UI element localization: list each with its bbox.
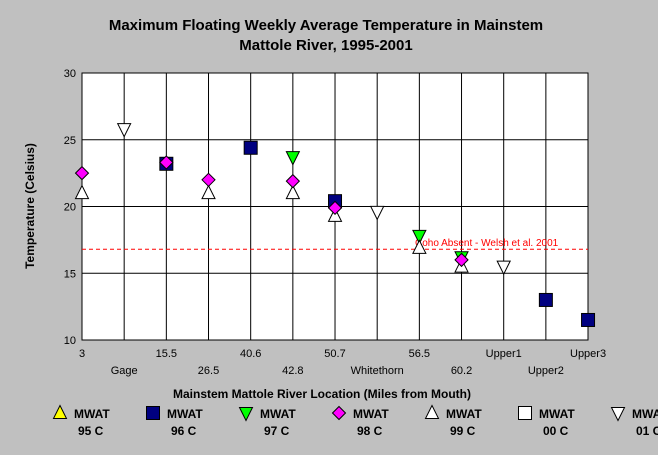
chart-subtitle: Mattole River, 1995-2001 <box>239 37 412 54</box>
y-tick-label: 30 <box>64 68 76 80</box>
legend-label: 98 C <box>357 424 383 438</box>
data-point <box>412 239 427 254</box>
data-point <box>285 151 301 166</box>
legend-label: 01 C <box>636 424 658 438</box>
y-tick-label: 10 <box>64 335 76 347</box>
legend-label: MWAT <box>353 407 389 421</box>
legend: MWAT 95 C MWAT 96 C MWAT 97 C MWAT 98 C MWAT 99 C… <box>52 404 658 438</box>
data-point <box>116 123 132 138</box>
data-point <box>201 184 216 200</box>
data-point <box>412 229 427 245</box>
legend-label: 96 C <box>171 424 197 438</box>
data-point <box>496 260 512 276</box>
y-axis-ticks: 10 15 20 25 30 <box>64 68 76 347</box>
data-point <box>538 292 553 307</box>
x-tick-label: 3 <box>79 348 85 360</box>
data-point <box>74 184 90 200</box>
legend-label: MWAT <box>167 407 203 421</box>
y-axis-label: Temperature (Celsius) <box>23 143 37 269</box>
x-tick-label: 40.6 <box>240 348 261 360</box>
legend-label: 99 C <box>450 424 476 438</box>
reference-line-label: Coho Absent - Welsh et al. 2001 <box>415 238 559 249</box>
legend-label: 97 C <box>264 424 290 438</box>
legend-label: MWAT <box>260 407 296 421</box>
legend-marker <box>424 404 440 419</box>
legend-label: 00 C <box>543 424 569 438</box>
data-point <box>454 252 469 268</box>
x-tick-label: 56.5 <box>409 348 430 360</box>
legend-marker <box>331 405 347 421</box>
data-points <box>74 123 596 327</box>
legend-label: MWAT <box>632 407 658 421</box>
data-point <box>159 155 174 170</box>
x-tick-label: Upper2 <box>528 365 564 377</box>
data-point <box>74 165 90 181</box>
legend-label: 95 C <box>78 424 104 438</box>
legend-marker <box>610 407 626 422</box>
data-point <box>285 184 301 200</box>
x-tick-label: 42.8 <box>282 365 303 377</box>
legend-label: MWAT <box>74 407 110 421</box>
chart-title: Maximum Floating Weekly Average Temperat… <box>109 17 543 34</box>
data-point <box>243 140 258 155</box>
legend-marker <box>518 406 532 420</box>
legend-marker <box>146 406 160 420</box>
legend-marker <box>52 404 68 419</box>
x-tick-label: Whitethorn <box>351 365 404 377</box>
data-point <box>201 172 216 188</box>
y-tick-label: 15 <box>64 268 76 280</box>
x-axis-ticks: 3 Gage 15.5 26.5 40.6 42.8 50.7 Whitethorn 56.5 6… <box>79 348 606 377</box>
legend-label: MWAT <box>539 407 575 421</box>
legend-marker <box>238 407 254 422</box>
x-tick-label: Upper1 <box>486 348 522 360</box>
x-tick-label: 60.2 <box>451 365 472 377</box>
x-tick-label: Gage <box>111 365 138 377</box>
reference-line-group: Coho Absent - Welsh et al. 2001 <box>82 238 588 250</box>
data-point <box>369 205 385 221</box>
legend-label: MWAT <box>446 407 482 421</box>
x-tick-label: 26.5 <box>198 365 219 377</box>
data-point <box>327 200 343 216</box>
x-tick-label: 50.7 <box>324 348 345 360</box>
y-tick-label: 20 <box>64 202 76 214</box>
x-axis-label: Mainstem Mattole River Location (Miles f… <box>173 387 471 401</box>
data-point <box>581 312 596 327</box>
x-tick-label: 15.5 <box>156 348 177 360</box>
data-point <box>285 173 301 189</box>
y-tick-label: 25 <box>64 135 76 147</box>
x-tick-label: Upper3 <box>570 348 606 360</box>
